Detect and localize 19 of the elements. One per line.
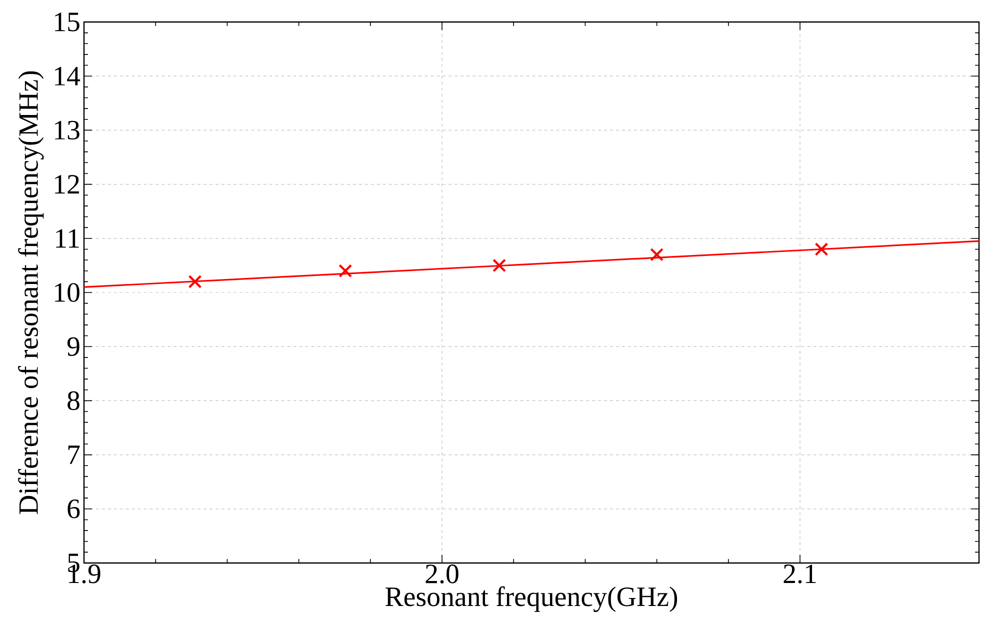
point [338, 264, 352, 278]
y-axis-title: Difference of resonant frequency(MHz) [18, 71, 44, 514]
y-tick-label: 10 [55, 283, 80, 302]
point [650, 248, 664, 262]
point [492, 258, 506, 272]
x-axis-title: Resonant frequency(GHz) [386, 586, 678, 612]
y-tick-label: 15 [55, 12, 80, 32]
point [188, 274, 202, 288]
y-tick-label: 13 [55, 120, 80, 140]
y-tick-label: 12 [55, 175, 79, 194]
y-tick-label: 11 [56, 229, 79, 248]
y-tick-label: 9 [67, 337, 80, 356]
y-tick-label: 7 [68, 446, 80, 464]
x-tick-label: 2.0 [426, 564, 458, 584]
y-tick-label: 6 [68, 500, 80, 518]
y-tick-label: 8 [68, 391, 80, 410]
x-tick-label: 2.1 [784, 564, 816, 584]
point [814, 242, 828, 256]
y-tick-label: 14 [55, 66, 80, 86]
